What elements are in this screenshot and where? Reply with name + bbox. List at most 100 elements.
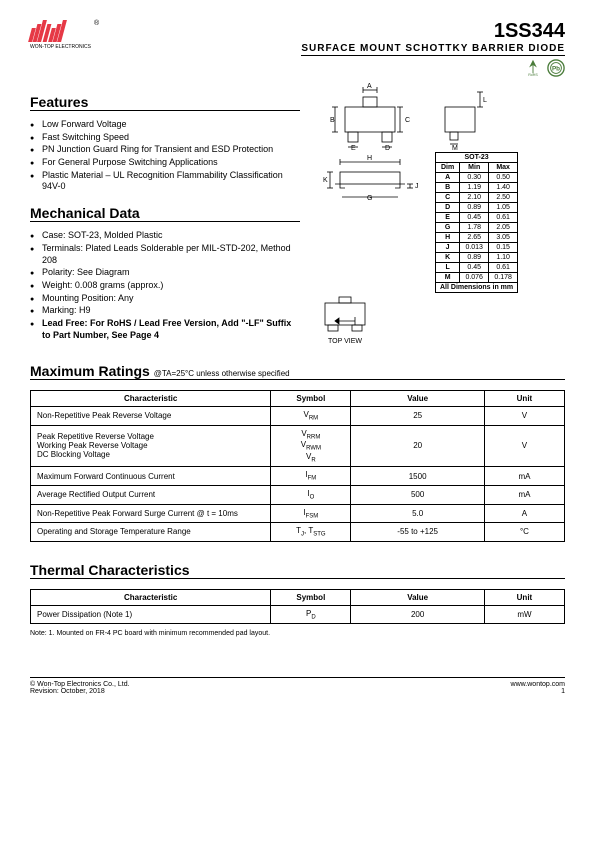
mechanical-list: Case: SOT-23, Molded Plastic Terminals: …: [30, 230, 300, 341]
svg-text:D: D: [385, 145, 390, 152]
ratings-table: Characteristic Symbol Value Unit Non-Rep…: [30, 390, 565, 542]
ratings-symbol: IFM: [271, 467, 351, 486]
dim-cell: 0.89: [460, 253, 489, 263]
ratings-char: Operating and Storage Temperature Range: [31, 523, 271, 542]
ratings-symbol: VRRMVRWMVR: [271, 425, 351, 467]
dim-row: D0.891.05: [436, 203, 518, 213]
dim-row: C2.102.50: [436, 193, 518, 203]
dim-row: L0.450.61: [436, 263, 518, 273]
ratings-value: 500: [351, 485, 485, 504]
ratings-symbol: TJ, TSTG: [271, 523, 351, 542]
svg-text:A: A: [367, 83, 372, 90]
dim-cell: G: [436, 223, 460, 233]
ratings-unit: A: [484, 504, 564, 523]
dim-cell: 1.78: [460, 223, 489, 233]
dim-cell: 0.89: [460, 203, 489, 213]
ratings-char: Average Rectified Output Current: [31, 485, 271, 504]
rohs-badge-icon: RoHS: [524, 59, 542, 77]
dim-row: H2.653.05: [436, 233, 518, 243]
dim-cell: L: [436, 263, 460, 273]
dim-header: Dim: [436, 163, 460, 173]
thermal-row: Power Dissipation (Note 1)PD200mW: [31, 605, 565, 624]
subtitle: SURFACE MOUNT SCHOTTKY BARRIER DIODE: [301, 43, 565, 56]
mech-item: Weight: 0.008 grams (approx.): [42, 280, 300, 292]
thermal-header: Symbol: [271, 589, 351, 605]
dim-cell: 1.10: [489, 253, 518, 263]
ratings-row: Maximum Forward Continuous CurrentIFM150…: [31, 467, 565, 486]
ratings-char: Peak Repetitive Reverse VoltageWorking P…: [31, 425, 271, 467]
ratings-symbol: IO: [271, 485, 351, 504]
mech-item-lead-free: Lead Free: For RoHS / Lead Free Version,…: [42, 318, 300, 341]
thermal-table: Characteristic Symbol Value Unit Power D…: [30, 589, 565, 625]
feature-item: Plastic Material – UL Recognition Flamma…: [42, 170, 300, 193]
dim-cell: 0.30: [460, 173, 489, 183]
pb-free-badge-icon: Pb: [547, 59, 565, 77]
ratings-header: Characteristic: [31, 391, 271, 407]
revision: Revision: October, 2018: [30, 688, 130, 695]
dim-header: Min: [460, 163, 489, 173]
ratings-unit: mA: [484, 467, 564, 486]
ratings-unit: V: [484, 425, 564, 467]
ratings-char: Maximum Forward Continuous Current: [31, 467, 271, 486]
svg-text:RoHS: RoHS: [528, 73, 538, 77]
note: Note: 1. Mounted on FR-4 PC board with m…: [30, 630, 565, 637]
ratings-value: 25: [351, 407, 485, 426]
thermal-title: Thermal Characteristics: [30, 562, 565, 579]
dim-cell: 0.076: [460, 273, 489, 283]
dim-cell: J: [436, 243, 460, 253]
ratings-row: Non-Repetitive Peak Forward Surge Curren…: [31, 504, 565, 523]
dim-cell: 0.50: [489, 173, 518, 183]
dim-cell: 2.05: [489, 223, 518, 233]
ratings-char: Non-Repetitive Peak Forward Surge Curren…: [31, 504, 271, 523]
dim-cell: 1.05: [489, 203, 518, 213]
ratings-unit: °C: [484, 523, 564, 542]
svg-text:J: J: [415, 183, 419, 190]
svg-text:L: L: [483, 97, 487, 104]
dim-row: M0.0760.178: [436, 273, 518, 283]
dim-header: Max: [489, 163, 518, 173]
dim-cell: 0.45: [460, 213, 489, 223]
dim-cell: C: [436, 193, 460, 203]
copyright: © Won-Top Electronics Co., Ltd.: [30, 681, 130, 688]
feature-item: Fast Switching Speed: [42, 132, 300, 144]
ratings-title: Maximum Ratings @TA=25°C unless otherwis…: [30, 363, 565, 380]
ratings-unit: mA: [484, 485, 564, 504]
ratings-header: Symbol: [271, 391, 351, 407]
ratings-value: 5.0: [351, 504, 485, 523]
svg-text:E: E: [351, 145, 356, 152]
dim-cell: E: [436, 213, 460, 223]
thermal-symbol: PD: [271, 605, 351, 624]
svg-text:M: M: [452, 145, 458, 152]
dim-row: A0.300.50: [436, 173, 518, 183]
ratings-row: Average Rectified Output CurrentIO500mA: [31, 485, 565, 504]
ratings-value: 20: [351, 425, 485, 467]
thermal-value: 200: [351, 605, 485, 624]
features-list: Low Forward Voltage Fast Switching Speed…: [30, 119, 300, 193]
dim-cell: 0.15: [489, 243, 518, 253]
dim-cell: 0.61: [489, 213, 518, 223]
svg-text:G: G: [367, 195, 372, 202]
dim-cell: 0.45: [460, 263, 489, 273]
package-front-diagram: B C A E D: [315, 82, 425, 152]
ratings-row: Non-Repetitive Peak Reverse VoltageVRM25…: [31, 407, 565, 426]
dim-row: G1.782.05: [436, 223, 518, 233]
dim-footer: All Dimensions in mm: [436, 283, 518, 293]
mech-item: Case: SOT-23, Molded Plastic: [42, 230, 300, 242]
package-profile-diagram: H K J G: [315, 152, 425, 202]
ratings-symbol: VRM: [271, 407, 351, 426]
registered-icon: ®: [94, 20, 99, 27]
thermal-char: Power Dissipation (Note 1): [31, 605, 271, 624]
footer: © Won-Top Electronics Co., Ltd. Revision…: [30, 677, 565, 695]
top-view-label: TOP VIEW: [315, 338, 375, 345]
ratings-header: Unit: [484, 391, 564, 407]
dim-row: E0.450.61: [436, 213, 518, 223]
top-view-diagram: [315, 293, 375, 338]
svg-text:Pb: Pb: [552, 66, 560, 73]
mech-item: Terminals: Plated Leads Solderable per M…: [42, 243, 300, 266]
features-title: Features: [30, 94, 300, 111]
dim-cell: 0.61: [489, 263, 518, 273]
dim-row: J0.0130.15: [436, 243, 518, 253]
dim-cell: A: [436, 173, 460, 183]
feature-item: Low Forward Voltage: [42, 119, 300, 131]
ratings-unit: V: [484, 407, 564, 426]
